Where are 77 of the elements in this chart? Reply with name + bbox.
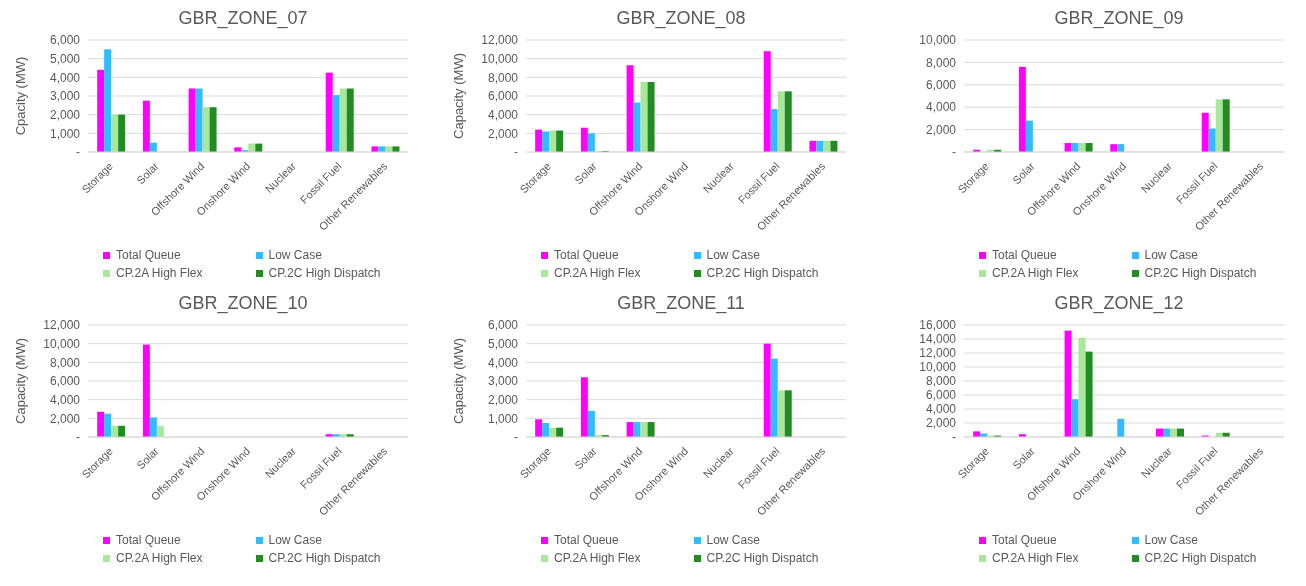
y-tick-label: 16,000 bbox=[919, 318, 957, 333]
legend-label: Low Case bbox=[706, 533, 760, 547]
y-tick-label: 10,000 bbox=[919, 360, 957, 375]
y-tick-label: 6,000 bbox=[49, 33, 81, 48]
y-tick-label: 4,000 bbox=[925, 402, 957, 417]
y-tick-label: 12,000 bbox=[919, 346, 957, 361]
y-tick-label: 4,000 bbox=[49, 392, 81, 407]
y-tick-label: 3,000 bbox=[49, 89, 81, 104]
legend-label: CP.2A High Flex bbox=[992, 551, 1079, 565]
legend-label: Total Queue bbox=[992, 248, 1057, 262]
legend-label: Low Case bbox=[268, 248, 322, 262]
y-tick-label: 2,000 bbox=[925, 122, 957, 137]
legend-label: Low Case bbox=[706, 248, 760, 262]
y-tick-label: - bbox=[952, 145, 956, 160]
legend-label: CP.2A High Flex bbox=[116, 266, 203, 280]
y-tick-label: - bbox=[76, 145, 80, 160]
y-tick-label: 4,000 bbox=[487, 355, 519, 370]
y-tick-label: 8,000 bbox=[925, 374, 957, 389]
y-tick-label: 3,000 bbox=[487, 374, 519, 389]
chart-title: GBR_ZONE_12 bbox=[1053, 293, 1185, 316]
y-tick-label: 12,000 bbox=[43, 318, 81, 333]
legend-label: Total Queue bbox=[116, 533, 181, 547]
legend-label: CP.2C High Dispatch bbox=[1144, 266, 1257, 280]
y-tick-label: 4,000 bbox=[925, 100, 957, 115]
y-tick-label: 1,000 bbox=[487, 411, 519, 426]
y-tick-label: 2,000 bbox=[487, 126, 519, 141]
legend-label: Total Queue bbox=[116, 248, 181, 262]
legend-label: Total Queue bbox=[554, 533, 619, 547]
y-tick-label: - bbox=[514, 145, 518, 160]
chart-title: GBR_ZONE_11 bbox=[616, 293, 746, 316]
y-tick-label: 6,000 bbox=[925, 78, 957, 93]
legend-label: CP.2C High Dispatch bbox=[268, 551, 381, 565]
y-tick-label: 8,000 bbox=[49, 355, 81, 370]
legend-label: CP.2C High Dispatch bbox=[706, 551, 819, 565]
y-tick-label: 6,000 bbox=[925, 388, 957, 403]
y-tick-label: 6,000 bbox=[487, 318, 519, 333]
legend-label: CP.2A High Flex bbox=[992, 266, 1079, 280]
chart-title: GBR_ZONE_10 bbox=[177, 293, 309, 316]
y-tick-label: 12,000 bbox=[481, 33, 519, 48]
y-tick-label: 10,000 bbox=[481, 51, 519, 66]
y-tick-label: 2,000 bbox=[487, 392, 519, 407]
y-axis-title: Capacity (MW) bbox=[450, 53, 466, 139]
y-tick-label: 1,000 bbox=[49, 126, 81, 141]
y-tick-label: 14,000 bbox=[919, 332, 957, 347]
y-tick-label: - bbox=[76, 430, 80, 445]
legend-label: Total Queue bbox=[992, 533, 1057, 547]
chart-title: GBR_ZONE_09 bbox=[1053, 8, 1185, 31]
legend-label: Total Queue bbox=[554, 248, 619, 262]
y-tick-label: 2,000 bbox=[925, 416, 957, 431]
y-tick-label: - bbox=[952, 430, 956, 445]
legend-label: CP.2C High Dispatch bbox=[268, 266, 381, 280]
y-tick-label: 10,000 bbox=[43, 336, 81, 351]
y-tick-label: 8,000 bbox=[925, 55, 957, 70]
y-tick-label: 10,000 bbox=[919, 33, 957, 48]
legend-label: CP.2C High Dispatch bbox=[706, 266, 819, 280]
y-tick-label: 2,000 bbox=[49, 107, 81, 122]
y-tick-label: 4,000 bbox=[487, 107, 519, 122]
legend-label: CP.2A High Flex bbox=[554, 551, 641, 565]
legend-label: Low Case bbox=[1144, 248, 1198, 262]
legend-label: CP.2A High Flex bbox=[116, 551, 203, 565]
y-axis-title: Capacity (MW) bbox=[12, 338, 28, 424]
chart-title: GBR_ZONE_08 bbox=[615, 8, 747, 31]
y-tick-label: 6,000 bbox=[49, 374, 81, 389]
y-axis-title: Capacity (MW) bbox=[450, 338, 466, 424]
y-tick-label: 4,000 bbox=[49, 70, 81, 85]
y-axis-title: Cpacity (MW) bbox=[12, 56, 28, 136]
y-tick-label: 5,000 bbox=[487, 336, 519, 351]
y-tick-label: - bbox=[514, 430, 518, 445]
legend-label: Low Case bbox=[268, 533, 322, 547]
y-tick-label: 5,000 bbox=[49, 51, 81, 66]
legend-label: CP.2A High Flex bbox=[554, 266, 641, 280]
chart-title: GBR_ZONE_07 bbox=[177, 8, 309, 31]
y-tick-label: 8,000 bbox=[487, 70, 519, 85]
y-tick-label: 6,000 bbox=[487, 89, 519, 104]
y-tick-label: 2,000 bbox=[49, 411, 81, 426]
legend-label: Low Case bbox=[1144, 533, 1198, 547]
legend-label: CP.2C High Dispatch bbox=[1144, 551, 1257, 565]
